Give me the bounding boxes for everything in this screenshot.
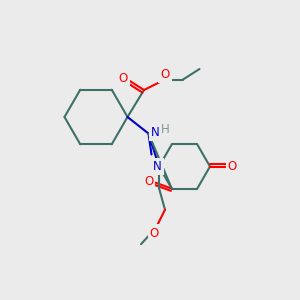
- Text: O: O: [150, 226, 159, 240]
- Text: O: O: [118, 71, 127, 85]
- Text: H: H: [160, 123, 169, 136]
- Text: N: N: [153, 160, 162, 173]
- Text: O: O: [228, 160, 237, 173]
- Text: N: N: [151, 125, 160, 139]
- Text: O: O: [144, 175, 153, 188]
- Text: O: O: [160, 68, 169, 81]
